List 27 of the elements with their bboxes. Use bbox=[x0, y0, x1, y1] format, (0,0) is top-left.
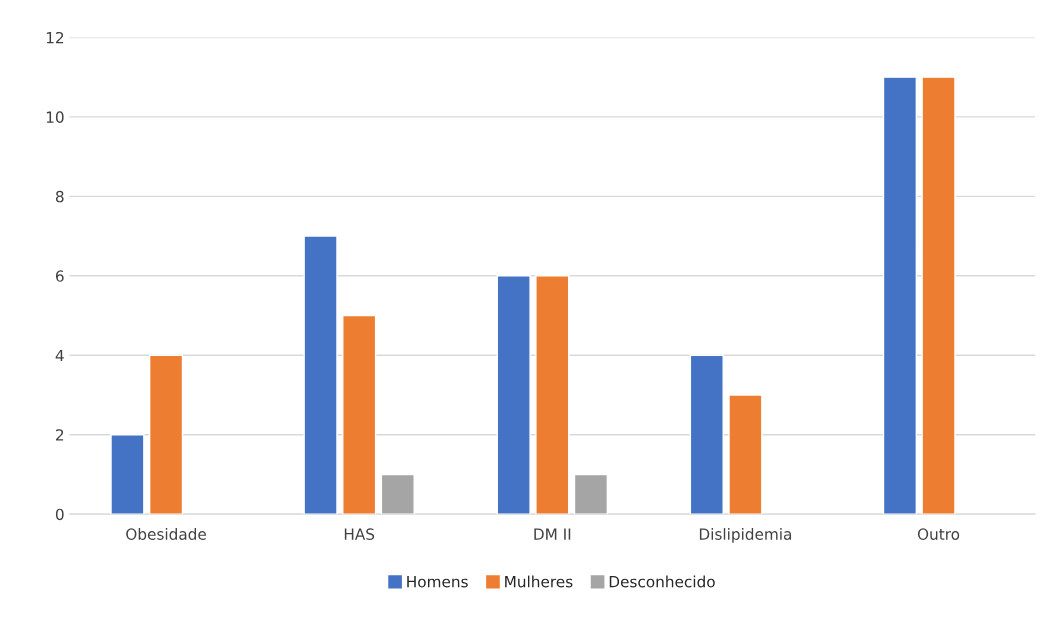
bar bbox=[573, 473, 609, 515]
x-tick-label: HAS bbox=[344, 528, 375, 540]
x-tick-label: Dislipidemia bbox=[699, 528, 792, 543]
y-tick-label: 4 bbox=[55, 349, 64, 362]
bar bbox=[303, 235, 338, 515]
bar bbox=[689, 354, 724, 515]
bar bbox=[882, 76, 918, 515]
y-tick-label: 2 bbox=[56, 429, 64, 441]
y-tick-label: 8 bbox=[55, 190, 64, 203]
y-tick-label: 0 bbox=[55, 508, 64, 521]
legend-label: Homens bbox=[407, 576, 468, 588]
y-tick-label: 10 bbox=[46, 111, 64, 123]
bar bbox=[728, 394, 763, 515]
legend-label: Desconhecido bbox=[609, 575, 715, 588]
bar bbox=[496, 275, 531, 515]
bar bbox=[380, 473, 415, 515]
bar bbox=[148, 354, 184, 515]
bar bbox=[535, 275, 570, 515]
legend-label: Mulheres bbox=[505, 575, 573, 588]
bar bbox=[342, 314, 377, 515]
bar bbox=[921, 76, 956, 515]
x-tick-label: Outro bbox=[917, 528, 960, 540]
y-tick-label: 6 bbox=[55, 270, 64, 282]
x-tick-label: Obesidade bbox=[126, 528, 206, 540]
y-tick-label: 12 bbox=[46, 31, 64, 44]
bar bbox=[110, 434, 145, 515]
x-tick-label: DM II bbox=[534, 528, 571, 540]
